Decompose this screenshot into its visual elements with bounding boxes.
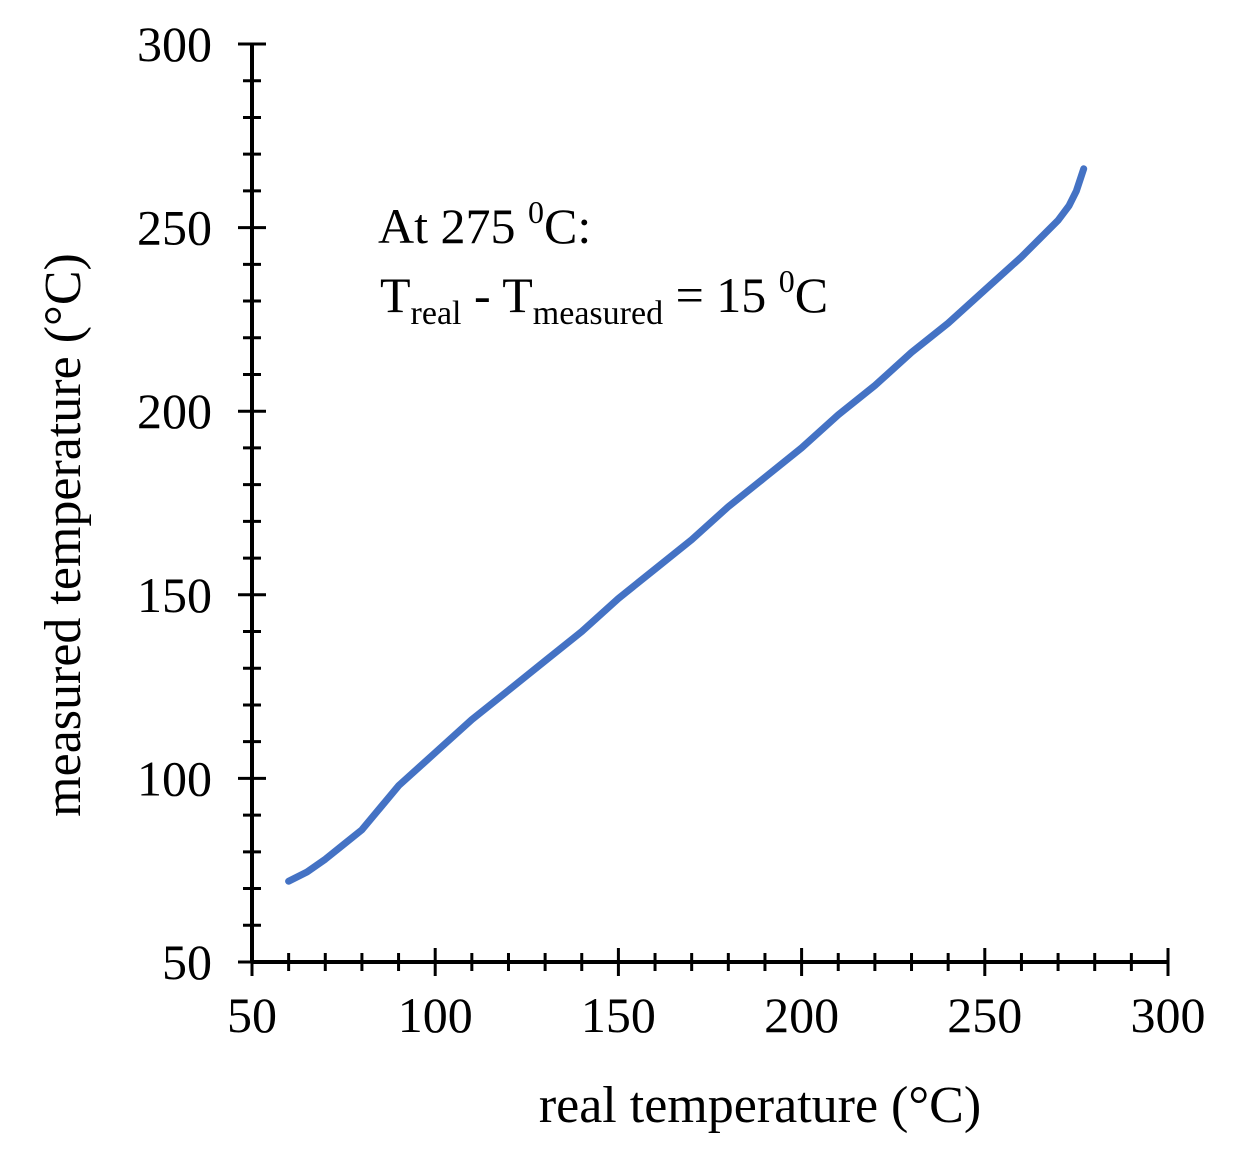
annotation-line-2-t1: T xyxy=(380,267,411,323)
annotation-line-1-sup: 0 xyxy=(528,194,544,230)
x-tick-label-250: 250 xyxy=(947,987,1022,1043)
y-tick-label-50: 50 xyxy=(162,934,212,990)
annotation-line-1: At 275 0C: xyxy=(378,194,591,254)
annotation-line-2-sub-real: real xyxy=(411,295,462,332)
y-tick-label-300: 300 xyxy=(137,16,212,72)
y-tick-label-250: 250 xyxy=(137,200,212,256)
annotation-line-2-sup: 0 xyxy=(779,263,795,299)
annotation-line-1-end: C: xyxy=(544,198,591,254)
y-axis-title: measured temperature (°C) xyxy=(35,253,92,817)
y-tick-labels: 50 100 150 200 250 300 xyxy=(137,16,212,990)
y-tick-label-100: 100 xyxy=(137,750,212,806)
annotation-line-1-main: At 275 xyxy=(378,198,528,254)
x-tick-label-100: 100 xyxy=(398,987,473,1043)
minor-ticks xyxy=(243,79,1133,971)
annotation-line-2-end: C xyxy=(795,267,828,323)
annotation-line-2-eq: = 15 xyxy=(663,267,779,323)
x-tick-label-200: 200 xyxy=(764,987,839,1043)
x-tick-label-50: 50 xyxy=(227,987,277,1043)
y-tick-label-150: 150 xyxy=(137,567,212,623)
series-line-0 xyxy=(285,165,1088,885)
annotation-line-2-sub-measured: measured xyxy=(533,295,663,332)
major-ticks xyxy=(238,42,1170,976)
x-axis-title: real temperature (°C) xyxy=(539,1077,981,1134)
y-tick-label-200: 200 xyxy=(137,383,212,439)
x-tick-labels: 50 100 150 200 250 300 xyxy=(227,987,1206,1043)
annotation-line-2-mid: - T xyxy=(462,267,533,323)
x-tick-label-150: 150 xyxy=(581,987,656,1043)
annotation-line-2: Treal - Tmeasured = 15 0C xyxy=(380,263,828,332)
series-group xyxy=(285,165,1088,885)
x-tick-label-300: 300 xyxy=(1131,987,1206,1043)
